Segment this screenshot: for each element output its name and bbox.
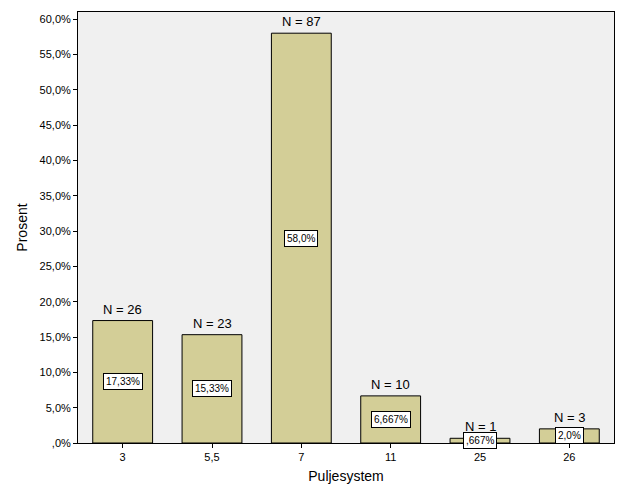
svg-text:N = 26: N = 26 [103,302,142,317]
svg-text:17,33%: 17,33% [106,376,140,387]
svg-text:25: 25 [474,451,486,463]
svg-text:15,33%: 15,33% [195,383,229,394]
svg-text:60,0%: 60,0% [40,13,71,25]
svg-text:15,0%: 15,0% [40,331,71,343]
svg-text:45,0%: 45,0% [40,119,71,131]
svg-text:N = 1: N = 1 [465,419,496,434]
svg-text:N = 23: N = 23 [193,316,232,331]
svg-text:,667%: ,667% [466,435,494,446]
svg-text:35,0%: 35,0% [40,190,71,202]
svg-text:5,5: 5,5 [204,451,219,463]
svg-text:55,0%: 55,0% [40,48,71,60]
svg-text:50,0%: 50,0% [40,84,71,96]
svg-text:N = 87: N = 87 [282,14,321,29]
svg-text:11: 11 [385,451,396,463]
svg-text:Prosent: Prosent [14,203,30,251]
svg-text:,0%: ,0% [52,437,71,449]
svg-text:40,0%: 40,0% [40,154,71,166]
svg-text:25,0%: 25,0% [40,260,71,272]
svg-text:N = 10: N = 10 [371,377,410,392]
svg-text:26: 26 [563,451,575,463]
svg-text:N = 3: N = 3 [554,410,585,425]
svg-text:2,0%: 2,0% [558,430,581,441]
svg-text:Puljesystem: Puljesystem [308,468,383,484]
svg-text:3: 3 [120,451,126,463]
svg-text:5,0%: 5,0% [46,402,71,414]
svg-text:58,0%: 58,0% [287,233,315,244]
svg-text:7: 7 [298,451,304,463]
svg-text:20,0%: 20,0% [40,296,71,308]
svg-text:30,0%: 30,0% [40,225,71,237]
svg-text:10,0%: 10,0% [40,366,71,378]
svg-text:6,667%: 6,667% [374,414,408,425]
